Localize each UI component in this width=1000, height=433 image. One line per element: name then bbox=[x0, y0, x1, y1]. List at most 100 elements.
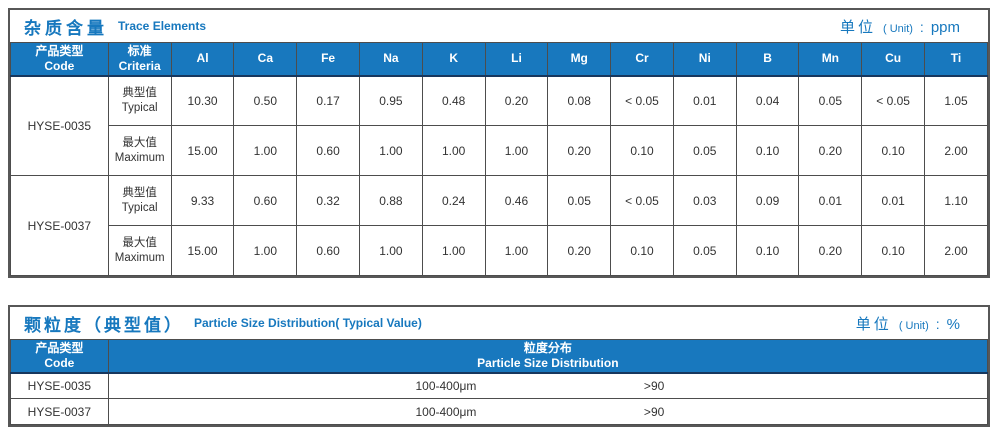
value-cell-ni: 0.05 bbox=[672, 125, 737, 176]
column-header-ni: Ni bbox=[672, 42, 737, 77]
criteria-cell: 最大值 Maximum bbox=[107, 225, 172, 276]
column-header-ca: Ca bbox=[233, 42, 298, 77]
product-code-cell: HYSE-0037 bbox=[10, 175, 109, 276]
unit-value: ppm bbox=[930, 18, 960, 36]
value-cell-ni: 0.03 bbox=[672, 175, 737, 226]
value-cell-b: 0.09 bbox=[735, 175, 800, 226]
value-cell-ca: 0.50 bbox=[233, 75, 298, 126]
value-cell-al: 15.00 bbox=[170, 225, 235, 276]
product-code-cell: HYSE-0035 bbox=[10, 372, 109, 399]
trace-elements-title-bar: 杂质含量 Trace Elements 单位 ( Unit) : ppm bbox=[10, 10, 988, 42]
value-cell-mn: 0.01 bbox=[798, 175, 863, 226]
criteria-label-en: Maximum bbox=[114, 251, 165, 264]
particle-size-card: 颗粒度（典型值） Particle Size Distribution( Typ… bbox=[8, 305, 990, 427]
value-cell-k: 1.00 bbox=[421, 125, 486, 176]
particle-range: 100-400μm bbox=[415, 404, 477, 419]
unit-colon: : bbox=[935, 315, 940, 332]
table-row: 最大值 Maximum 15.00 1.00 0.60 1.00 1.00 1.00 0.20 0… bbox=[11, 125, 988, 176]
value-cell-b: 0.10 bbox=[735, 225, 800, 276]
value-cell-cu: 0.10 bbox=[861, 125, 926, 176]
value-cell-cr: 0.10 bbox=[610, 125, 674, 176]
distribution-cell: 100-400μm >90 bbox=[107, 372, 989, 399]
value-cell-mg: 0.05 bbox=[547, 175, 612, 226]
value-cell-mn: 0.20 bbox=[798, 225, 863, 276]
column-header-al: Al bbox=[170, 42, 235, 77]
unit-label-zh: 单位 bbox=[839, 18, 876, 36]
unit-label: 单位 ( Unit) : % bbox=[856, 313, 960, 334]
criteria-label-en: Typical bbox=[121, 101, 158, 114]
table-row: 最大值 Maximum 15.00 1.00 0.60 1.00 1.00 1.00 0.20 0… bbox=[11, 225, 988, 276]
column-header-cr: Cr bbox=[610, 42, 674, 77]
value-cell-k: 1.00 bbox=[421, 225, 486, 276]
value-cell-li: 1.00 bbox=[484, 125, 549, 176]
value-cell-fe: 0.17 bbox=[296, 75, 360, 126]
column-header-na: Na bbox=[359, 42, 423, 77]
criteria-label-zh: 典型值 bbox=[122, 186, 157, 199]
section-title-en: Particle Size Distribution( Typical Valu… bbox=[194, 316, 422, 330]
value-cell-cu: < 0.05 bbox=[861, 75, 926, 126]
table-row: HYSE-0037 典型值 Typical 9.33 0.60 0.32 0.88 0.24 0… bbox=[10, 175, 988, 276]
value-cell-ca: 0.60 bbox=[233, 175, 298, 226]
particle-percentage: >90 bbox=[643, 404, 665, 419]
value-cell-cu: 0.10 bbox=[861, 225, 926, 276]
particle-size-title-bar: 颗粒度（典型值） Particle Size Distribution( Typ… bbox=[10, 307, 988, 339]
column-header-fe: Fe bbox=[296, 42, 360, 77]
column-header-distribution: 粒度分布 Particle Size Distribution bbox=[107, 339, 989, 374]
section-title-en: Trace Elements bbox=[118, 19, 207, 33]
value-cell-mg: 0.08 bbox=[547, 75, 612, 126]
particle-header-row: 产品类型 Code 粒度分布 Particle Size Distributio… bbox=[10, 339, 989, 374]
value-cell-na: 1.00 bbox=[359, 225, 423, 276]
criteria-label-en: Typical bbox=[121, 201, 158, 214]
value-cell-ti: 1.05 bbox=[924, 75, 988, 126]
value-cell-ni: 0.05 bbox=[672, 225, 737, 276]
value-cell-mn: 0.20 bbox=[798, 125, 863, 176]
column-header-code: 产品类型 Code bbox=[10, 339, 109, 374]
value-cell-li: 0.46 bbox=[484, 175, 549, 226]
unit-label-en: ( Unit) bbox=[898, 319, 929, 332]
value-cell-k: 0.24 bbox=[421, 175, 486, 226]
value-cell-na: 0.88 bbox=[359, 175, 423, 226]
value-cell-na: 1.00 bbox=[359, 125, 423, 176]
value-cell-mg: 0.20 bbox=[547, 125, 612, 176]
column-header-ti: Ti bbox=[924, 42, 988, 77]
value-cell-al: 10.30 bbox=[170, 75, 235, 126]
value-cell-fe: 0.32 bbox=[296, 175, 360, 226]
value-cell-al: 9.33 bbox=[170, 175, 235, 226]
criteria-label-zh: 典型值 bbox=[122, 86, 157, 99]
value-cell-mg: 0.20 bbox=[547, 225, 612, 276]
unit-label-zh: 单位 bbox=[855, 315, 892, 333]
criteria-cell: 典型值 Typical bbox=[107, 175, 172, 226]
value-cell-cr: 0.10 bbox=[610, 225, 674, 276]
criteria-cell: 典型值 Typical bbox=[107, 75, 172, 126]
section-title-zh: 颗粒度（典型值） bbox=[24, 315, 184, 335]
value-cell-ca: 1.00 bbox=[233, 225, 298, 276]
value-cell-cr: < 0.05 bbox=[610, 175, 674, 226]
particle-range: 100-400μm bbox=[415, 378, 477, 393]
unit-label: 单位 ( Unit) : ppm bbox=[840, 16, 960, 37]
column-header-li: Li bbox=[484, 42, 549, 77]
column-header-k: K bbox=[421, 42, 486, 77]
value-cell-b: 0.04 bbox=[735, 75, 800, 126]
column-header-criteria: 标准 Criteria bbox=[107, 42, 172, 77]
unit-label-en: ( Unit) bbox=[882, 22, 913, 35]
value-cell-ca: 1.00 bbox=[233, 125, 298, 176]
criteria-label-en: Maximum bbox=[114, 151, 165, 164]
value-cell-fe: 0.60 bbox=[296, 225, 360, 276]
column-header-mg: Mg bbox=[547, 42, 612, 77]
table-row: HYSE-0037 100-400μm >90 bbox=[10, 398, 989, 425]
value-cell-li: 0.20 bbox=[484, 75, 549, 126]
particle-size-table: 产品类型 Code 粒度分布 Particle Size Distributio… bbox=[10, 339, 989, 425]
value-cell-ti: 2.00 bbox=[924, 125, 988, 176]
table-row: HYSE-0035 典型值 Typical 10.30 0.50 0.17 0.95 0.48… bbox=[10, 75, 988, 176]
value-cell-b: 0.10 bbox=[735, 125, 800, 176]
criteria-label-zh: 最大值 bbox=[122, 236, 157, 249]
trace-header-row: 产品类型 Code 标准 Criteria Al Ca Fe Na K Li Mg Cr Ni B… bbox=[10, 42, 988, 77]
table-row: HYSE-0035 100-400μm >90 bbox=[10, 372, 989, 399]
column-header-mn: Mn bbox=[798, 42, 863, 77]
column-header-cu: Cu bbox=[861, 42, 926, 77]
product-code-cell: HYSE-0037 bbox=[10, 398, 109, 425]
criteria-cell: 最大值 Maximum bbox=[107, 125, 172, 176]
value-cell-ni: 0.01 bbox=[672, 75, 737, 126]
value-cell-al: 15.00 bbox=[170, 125, 235, 176]
unit-colon: : bbox=[919, 18, 924, 35]
